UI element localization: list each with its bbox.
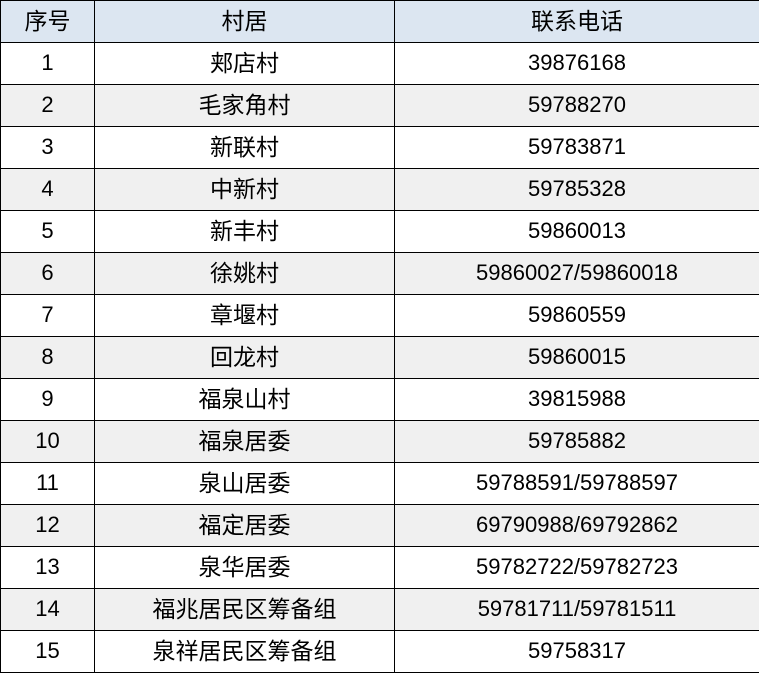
table-row: 8 回龙村 59860015	[0, 336, 759, 379]
cell-index: 5	[0, 210, 95, 253]
cell-phone: 69790988/69792862	[394, 504, 759, 547]
cell-phone: 39815988	[394, 378, 759, 421]
cell-index: 8	[0, 336, 95, 379]
cell-village: 毛家角村	[94, 84, 395, 127]
cell-village: 新联村	[94, 126, 395, 169]
cell-phone: 39876168	[394, 42, 759, 85]
table-row: 2 毛家角村 59788270	[0, 84, 759, 127]
table-row: 12 福定居委 69790988/69792862	[0, 504, 759, 547]
cell-phone: 59860015	[394, 336, 759, 379]
cell-village: 福泉山村	[94, 378, 395, 421]
cell-village: 章堰村	[94, 294, 395, 337]
cell-village: 福泉居委	[94, 420, 395, 463]
table-row: 14 福兆居民区筹备组 59781711/59781511	[0, 588, 759, 631]
cell-phone: 59785328	[394, 168, 759, 211]
table-row: 9 福泉山村 39815988	[0, 378, 759, 421]
cell-village: 泉祥居民区筹备组	[94, 630, 395, 673]
cell-village: 新丰村	[94, 210, 395, 253]
cell-phone: 59860027/59860018	[394, 252, 759, 295]
table-row: 11 泉山居委 59788591/59788597	[0, 462, 759, 505]
table-header-row: 序号 村居 联系电话	[0, 0, 759, 43]
cell-village: 徐姚村	[94, 252, 395, 295]
cell-index: 13	[0, 546, 95, 589]
cell-index: 1	[0, 42, 95, 85]
cell-index: 11	[0, 462, 95, 505]
table-header: 序号 村居 联系电话	[0, 0, 759, 43]
table-row: 6 徐姚村 59860027/59860018	[0, 252, 759, 295]
cell-phone: 59788270	[394, 84, 759, 127]
cell-village: 泉华居委	[94, 546, 395, 589]
table-row: 15 泉祥居民区筹备组 59758317	[0, 630, 759, 673]
cell-index: 4	[0, 168, 95, 211]
cell-phone: 59860013	[394, 210, 759, 253]
cell-village: 中新村	[94, 168, 395, 211]
cell-phone: 59860559	[394, 294, 759, 337]
cell-village: 回龙村	[94, 336, 395, 379]
cell-phone: 59785882	[394, 420, 759, 463]
column-header-index: 序号	[0, 0, 95, 43]
table-row: 13 泉华居委 59782722/59782723	[0, 546, 759, 589]
table-row: 10 福泉居委 59785882	[0, 420, 759, 463]
cell-index: 6	[0, 252, 95, 295]
table-row: 7 章堰村 59860559	[0, 294, 759, 337]
cell-phone: 59783871	[394, 126, 759, 169]
cell-index: 10	[0, 420, 95, 463]
cell-village: 泉山居委	[94, 462, 395, 505]
cell-index: 3	[0, 126, 95, 169]
table-body: 1 郏店村 39876168 2 毛家角村 59788270 3 新联村 59783871 4 中新…	[0, 42, 759, 673]
cell-village: 郏店村	[94, 42, 395, 85]
column-header-phone: 联系电话	[394, 0, 759, 43]
cell-index: 7	[0, 294, 95, 337]
cell-phone: 59781711/59781511	[394, 588, 759, 631]
table-row: 1 郏店村 39876168	[0, 42, 759, 85]
cell-index: 9	[0, 378, 95, 421]
cell-index: 15	[0, 630, 95, 673]
cell-village: 福定居委	[94, 504, 395, 547]
cell-phone: 59758317	[394, 630, 759, 673]
cell-village: 福兆居民区筹备组	[94, 588, 395, 631]
cell-phone: 59788591/59788597	[394, 462, 759, 505]
village-contact-table: 序号 村居 联系电话 1 郏店村 39876168 2 毛家角村 59788270 3 新联村…	[0, 0, 759, 673]
table-row: 3 新联村 59783871	[0, 126, 759, 169]
cell-index: 12	[0, 504, 95, 547]
cell-phone: 59782722/59782723	[394, 546, 759, 589]
cell-index: 2	[0, 84, 95, 127]
table-row: 5 新丰村 59860013	[0, 210, 759, 253]
column-header-village: 村居	[94, 0, 395, 43]
table-row: 4 中新村 59785328	[0, 168, 759, 211]
cell-index: 14	[0, 588, 95, 631]
